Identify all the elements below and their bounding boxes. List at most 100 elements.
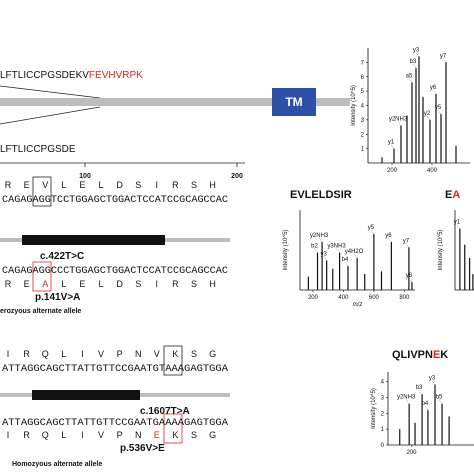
residue: L [98, 180, 103, 190]
peak-leader [405, 399, 410, 404]
residue: R [5, 279, 12, 289]
residue: L [61, 180, 66, 190]
residue: L [61, 349, 66, 359]
peak-label: y7 [403, 238, 410, 244]
peak-label: y3 [413, 48, 420, 54]
peak-leader [432, 89, 437, 95]
peak-leader [318, 237, 323, 243]
residue: V [98, 430, 104, 440]
residue: N [135, 349, 142, 359]
dna-sequence: ATTAGGCAGCTTATTGTTCCGAATGTAAAGAGTGGA [2, 364, 228, 375]
peak-leader [344, 261, 349, 267]
residue: L [61, 430, 66, 440]
axis-tick-label: 200 [231, 173, 243, 180]
y-axis-label: Intensity (10^5) [283, 230, 289, 271]
y-tick-label: 5 [361, 89, 365, 95]
protein-change: p.536V>E [120, 443, 165, 454]
y-axis-label: Intensity (10^5) [438, 230, 444, 271]
residue: G [209, 430, 216, 440]
peak-leader [424, 405, 429, 411]
residue: H [209, 180, 216, 190]
peak-label: b5 [436, 395, 443, 401]
peak-label: y1 [454, 220, 461, 226]
sequence-long: LFTLICCPGSDEKVFEVHVRPK [0, 70, 143, 81]
residue: S [191, 279, 197, 289]
residue: S [135, 180, 141, 190]
peak-label: y5 [435, 105, 442, 111]
peak-label: y6 [385, 233, 392, 239]
residue: Q [42, 430, 49, 440]
peak-label: b3 [410, 59, 417, 65]
dna-sequence: CAGAGAGGTCCTGGAGCTGGACTCCATCCGCAGCCAC [2, 195, 228, 206]
residue: E [24, 180, 30, 190]
peak-leader [408, 277, 413, 283]
peak-label: b4 [342, 257, 349, 263]
wedge-line [0, 106, 101, 125]
residue: D [116, 279, 123, 289]
y-tick-label: 3 [381, 395, 385, 401]
peptide-part: K [440, 349, 448, 361]
y-tick-label: 7 [361, 60, 365, 66]
dna-sequence: CAGAGAGGCCCTGGAGCTGGACTCCATCCGCAGCCAC [2, 266, 228, 277]
y-tick-label: 6 [361, 75, 365, 81]
residue: R [172, 180, 179, 190]
peak-label: y2NH3 [397, 395, 416, 401]
residue: V [98, 349, 104, 359]
residue: I [156, 279, 159, 289]
residue: I [156, 180, 159, 190]
peak-leader [314, 248, 318, 253]
residue: I [81, 349, 84, 359]
peak-label: y2NH3 [389, 117, 408, 123]
peak-label: b2 [311, 244, 318, 250]
residue: R [23, 430, 30, 440]
sequence-mutant: FEVHVRPK [89, 70, 143, 81]
peak-label: y3NH3 [327, 244, 346, 250]
peak-label: y3 [429, 376, 436, 382]
residue: L [61, 279, 66, 289]
residue: Q [42, 349, 49, 359]
peak-leader [456, 224, 461, 229]
zygosity: Homozyous alternate allele [12, 461, 102, 468]
wedge-line [0, 85, 101, 99]
residue: E [154, 430, 160, 440]
residue: E [79, 180, 85, 190]
y-tick-label: 0 [381, 443, 385, 449]
residue: N [135, 430, 142, 440]
peptide-title: EA [445, 189, 460, 201]
tm-label: TM [285, 95, 302, 109]
peak-leader [437, 109, 442, 115]
residue: I [7, 349, 10, 359]
zygosity: erozyous alternate allele [0, 308, 81, 315]
protein-change: p.141V>A [35, 292, 80, 303]
residue: D [116, 180, 123, 190]
residue: V [42, 180, 48, 190]
peptide-mutant: A [452, 189, 460, 201]
protein-bar [0, 98, 350, 106]
peak-leader [388, 237, 392, 243]
sequence-normal: LFTLICCPGSDEKV [0, 70, 89, 81]
residue: S [191, 180, 197, 190]
y-tick-label: 4 [361, 104, 365, 110]
cdna-change: c.422T>C [40, 251, 84, 262]
residue: R [172, 279, 179, 289]
y-tick-label: 4 [381, 380, 385, 386]
peak-leader [323, 256, 327, 261]
residue: G [209, 349, 216, 359]
residue: E [79, 279, 85, 289]
peak-label: y2 [424, 111, 431, 117]
exon [22, 235, 165, 245]
residue: R [23, 349, 30, 359]
peptide-part: E [445, 189, 452, 201]
peak-label: y7 [440, 53, 447, 59]
x-tick-label: 600 [369, 295, 380, 301]
peak-leader [390, 144, 395, 149]
residue: S [191, 430, 197, 440]
peak-label: y4H2O [345, 249, 364, 255]
peak-leader [405, 243, 410, 248]
peak-label: b4 [422, 401, 429, 407]
peak-leader [418, 390, 423, 395]
peptide-title: QLIVPNEK [392, 349, 448, 361]
peak-leader [412, 63, 417, 69]
peak-label: y6 [430, 85, 437, 91]
